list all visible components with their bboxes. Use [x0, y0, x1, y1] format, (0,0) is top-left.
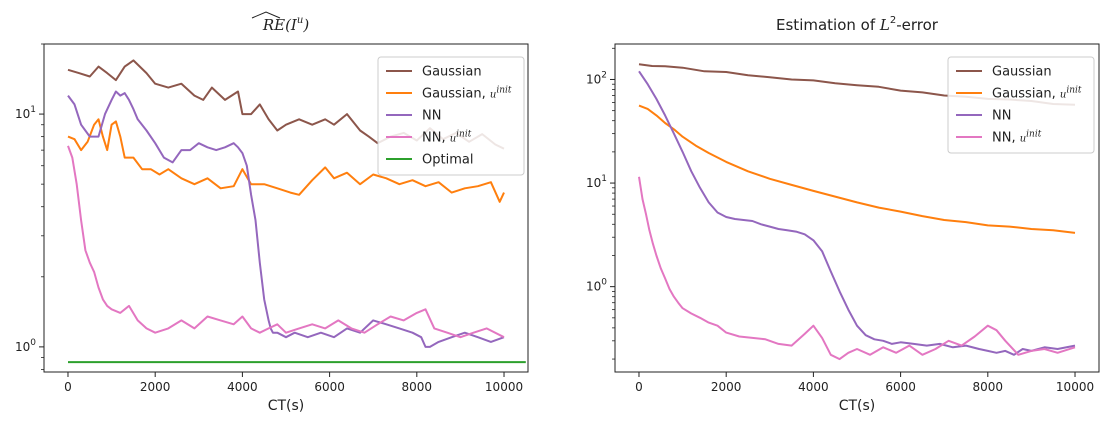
x-tick-label: 8000	[402, 380, 433, 394]
legend-box	[377, 56, 525, 176]
y-tick-label: 100	[586, 278, 607, 294]
y-tick-exp: 1	[601, 174, 607, 184]
x-tick-label: 4000	[798, 380, 829, 394]
legend-label: Gaussian	[992, 65, 1052, 80]
legend-label: Optimal	[422, 153, 473, 168]
plot-frame	[614, 43, 1100, 373]
legend-entry: Gaussian, uinit	[992, 86, 1082, 102]
x-tick-label: 2000	[140, 380, 171, 394]
legend-label: NN	[992, 109, 1011, 124]
legend-entry: Gaussian	[992, 65, 1052, 80]
title-after: -error	[896, 16, 939, 34]
title-sup: u	[297, 15, 303, 26]
y-tick-base: 10	[15, 107, 30, 121]
legend-label: NN,	[992, 131, 1020, 146]
y-tick-exp: 0	[601, 278, 607, 288]
y-tick-base: 10	[586, 72, 601, 86]
chart-title: Estimation of L2-error	[776, 15, 939, 34]
plot-frame	[43, 43, 529, 373]
x-tick-label: 4000	[227, 380, 258, 394]
title-text-part: Estimation of	[776, 16, 880, 34]
y-tick-label: 101	[15, 105, 36, 121]
y-tick-base: 10	[15, 340, 30, 354]
x-tick-label: 6000	[885, 380, 916, 394]
legend-label: Gaussian,	[992, 87, 1060, 102]
y-tick-label: 100	[15, 338, 36, 354]
y-tick-base: 10	[586, 176, 601, 190]
y-tick-exp: 0	[30, 338, 36, 348]
chart-title-text: RE(Iu)	[262, 15, 309, 34]
legend-entry: Gaussian, uinit	[422, 86, 512, 102]
x-tick-label: 10000	[485, 380, 523, 394]
series-line-gaussian-uinit	[638, 104, 1076, 234]
legend-label: Gaussian	[422, 65, 482, 80]
legend-math-u: u	[490, 90, 496, 101]
legend-entry: NN	[422, 109, 441, 124]
series-line-nn	[67, 90, 505, 348]
legend-math-sup: init	[1026, 130, 1042, 140]
title-close: )	[302, 16, 309, 34]
x-tick-label: 0	[635, 380, 643, 394]
x-tick-label: 0	[64, 380, 72, 394]
y-tick-base: 10	[586, 280, 601, 294]
title-sup: 2	[890, 15, 896, 26]
legend-entry: Optimal	[422, 153, 473, 168]
chart-1: RE(Iu)0 2000 4000 6000 8000 10000CT(s)100101G…	[15, 11, 529, 414]
x-tick-label: 2000	[711, 380, 742, 394]
title-hat-text: RE	[262, 16, 285, 34]
legend-math-u: u	[1020, 134, 1026, 145]
x-axis-label: CT(s)	[839, 398, 876, 414]
y-tick-exp: 2	[601, 70, 607, 80]
chart-title: RE(Iu)	[251, 11, 309, 34]
title-paren: (I	[285, 16, 298, 34]
legend-entry: NN, uinit	[992, 130, 1042, 146]
legend-math-u: u	[1060, 90, 1066, 101]
legend-entry: Gaussian	[422, 65, 482, 80]
legend-math-sup: init	[496, 86, 512, 96]
x-tick-label: 8000	[973, 380, 1004, 394]
legend-label: NN,	[422, 131, 450, 146]
x-tick-label: 6000	[314, 380, 345, 394]
legend-box	[947, 56, 1095, 154]
legend-label: Gaussian,	[422, 87, 490, 102]
series-line-nn-uinit	[638, 176, 1076, 361]
series-line-nn	[638, 70, 1076, 356]
y-tick-exp: 1	[30, 105, 36, 115]
legend-math-sup: init	[456, 130, 472, 140]
x-axis-label: CT(s)	[268, 398, 305, 414]
legend-math-u: u	[450, 134, 456, 145]
legend-entry: NN	[992, 109, 1011, 124]
legend-entry: NN, uinit	[422, 130, 472, 146]
x-tick-label: 10000	[1056, 380, 1094, 394]
series-line-nn-uinit	[67, 145, 505, 339]
legend-math-sup: init	[1066, 86, 1082, 96]
legend-label: NN	[422, 109, 441, 124]
title-math: L	[879, 16, 890, 34]
y-tick-label: 101	[586, 174, 607, 190]
series-line-gaussian-uinit	[67, 118, 505, 203]
title-hat	[251, 11, 281, 19]
y-tick-label: 102	[586, 70, 607, 86]
